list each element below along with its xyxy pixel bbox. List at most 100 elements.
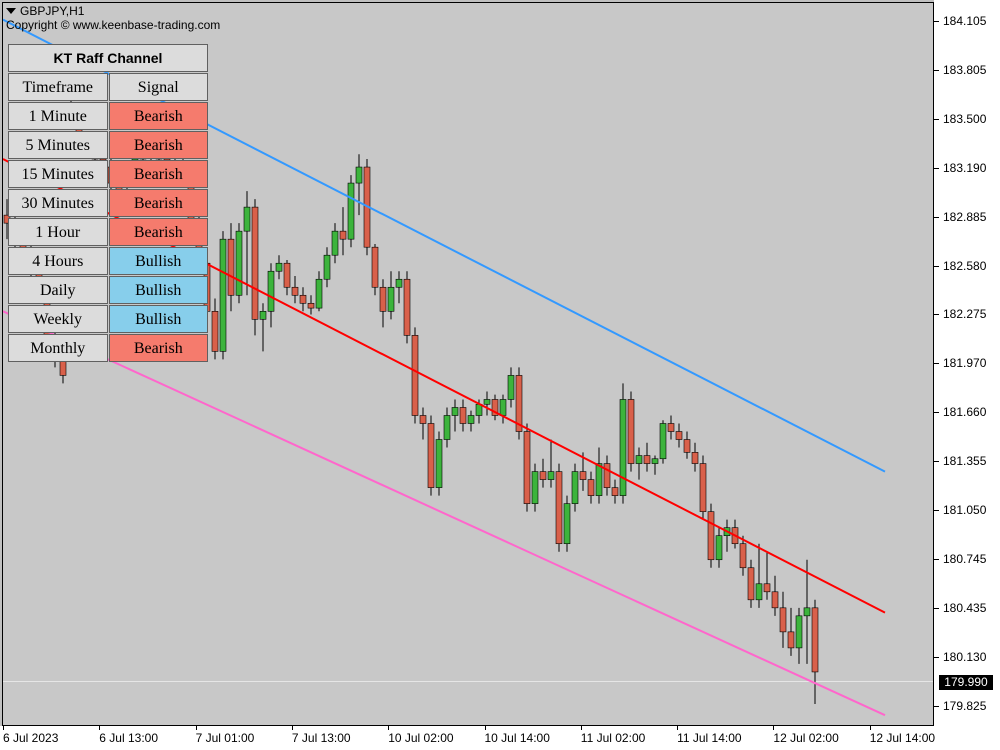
- kt-raff-channel-panel: KT Raff Channel Timeframe Signal 1 Minut…: [8, 44, 208, 363]
- bearish-candle: [747, 567, 755, 601]
- time-tick: [3, 726, 4, 730]
- bearish-candle: [627, 399, 635, 464]
- bullish-candle: [435, 439, 443, 488]
- bullish-candle: [531, 471, 539, 504]
- bearish-candle: [771, 591, 779, 609]
- price-tick: [934, 363, 939, 365]
- time-tick: [484, 726, 486, 730]
- bullish-candle: [795, 615, 803, 649]
- dropdown-triangle-icon[interactable]: [6, 8, 16, 14]
- timeframe-column-header: Timeframe: [8, 73, 108, 101]
- signal-cell: Bullish: [108, 247, 208, 275]
- bearish-candle: [539, 471, 547, 480]
- symbol-label: GBPJPY,H1: [20, 4, 85, 18]
- price-label: 181.355: [943, 454, 987, 469]
- price-tick: [934, 21, 939, 22]
- chart-header: GBPJPY,H1 Copyright © www.keenbase-tradi…: [6, 4, 220, 32]
- bearish-candle: [491, 399, 499, 416]
- bullish-candle: [467, 415, 475, 424]
- bearish-candle: [379, 286, 387, 312]
- bearish-candle: [459, 407, 467, 424]
- bullish-candle: [659, 423, 667, 460]
- time-tick: [677, 726, 679, 730]
- price-tick: [934, 167, 939, 169]
- bearish-candle: [699, 463, 707, 512]
- bullish-candle: [451, 407, 459, 416]
- price-tick: [934, 656, 939, 658]
- panel-row: Monthly Bearish: [8, 334, 208, 362]
- bearish-candle: [707, 511, 715, 561]
- bullish-candle: [267, 270, 275, 312]
- price-tick: [934, 216, 939, 218]
- time-label: 12 Jul 02:00: [773, 731, 839, 745]
- bearish-candle: [611, 487, 619, 496]
- bullish-candle: [355, 166, 363, 184]
- panel-row: 30 Minutes Bearish: [8, 189, 208, 217]
- bearish-candle: [555, 471, 563, 545]
- time-label: 10 Jul 02:00: [388, 731, 454, 745]
- price-tick: [934, 607, 939, 609]
- bullish-candle: [651, 458, 659, 464]
- bearish-candle: [675, 431, 683, 440]
- bearish-candle: [603, 463, 611, 488]
- price-label: 181.660: [943, 405, 987, 420]
- bullish-candle: [219, 238, 227, 352]
- bullish-candle: [315, 278, 323, 309]
- time-axis[interactable]: 6 Jul 2023 6 Jul 13:00 7 Jul 01:00 7 Jul 13…: [0, 726, 1000, 750]
- bearish-candle: [291, 286, 299, 296]
- time-label: 6 Jul 2023: [3, 731, 59, 745]
- signal-cell: Bullish: [108, 276, 208, 304]
- bullish-candle: [323, 254, 331, 280]
- signal-cell: Bearish: [108, 131, 208, 159]
- price-tick: [934, 412, 939, 414]
- panel-row: 1 Hour Bearish: [8, 218, 208, 246]
- time-tick: [773, 726, 775, 730]
- symbol-selector[interactable]: GBPJPY,H1: [6, 4, 220, 18]
- bullish-candle: [243, 206, 251, 232]
- price-tick: [934, 705, 939, 707]
- bullish-candle: [507, 375, 515, 400]
- signal-cell: Bearish: [108, 102, 208, 130]
- panel-row: 4 Hours Bullish: [8, 247, 208, 275]
- bullish-candle: [483, 399, 491, 405]
- signal-cell: Bullish: [108, 305, 208, 333]
- panel-row: 5 Minutes Bearish: [8, 131, 208, 159]
- price-tick: [934, 69, 939, 71]
- bearish-candle: [515, 375, 523, 432]
- timeframe-cell: 4 Hours: [8, 247, 108, 275]
- price-label: 179.825: [943, 698, 987, 713]
- time-tick: [388, 726, 390, 730]
- price-axis[interactable]: 184.105 183.805 183.500 183.190 182.885 182.5…: [934, 0, 1000, 728]
- price-tick: [934, 461, 939, 463]
- price-label: 182.885: [943, 209, 987, 224]
- price-label: 183.190: [943, 160, 987, 175]
- bearish-candle: [579, 471, 587, 480]
- bullish-candle: [395, 278, 403, 288]
- bullish-candle: [347, 182, 355, 240]
- bullish-candle: [571, 471, 579, 504]
- time-tick: [99, 726, 101, 730]
- bullish-candle: [547, 471, 555, 480]
- bullish-candle: [331, 230, 339, 256]
- bullish-candle: [259, 311, 267, 320]
- price-tick: [934, 314, 939, 316]
- bearish-candle: [683, 439, 691, 453]
- timeframe-cell: Weekly: [8, 305, 108, 333]
- bullish-candle: [755, 583, 763, 601]
- bearish-candle: [763, 583, 771, 593]
- bearish-candle: [211, 311, 219, 352]
- timeframe-cell: Daily: [8, 276, 108, 304]
- bullish-candle: [803, 607, 811, 617]
- panel-title: KT Raff Channel: [8, 44, 208, 72]
- time-label: 6 Jul 13:00: [99, 731, 159, 745]
- bearish-candle: [643, 455, 651, 464]
- timeframe-cell: 30 Minutes: [8, 189, 108, 217]
- time-label: 7 Jul 13:00: [291, 731, 351, 745]
- signal-column-header: Signal: [108, 73, 208, 101]
- timeframe-cell: 15 Minutes: [8, 160, 108, 188]
- time-label: 11 Jul 02:00: [580, 731, 646, 745]
- bearish-candle: [779, 607, 787, 633]
- panel-rows: 1 Minute Bearish 5 Minutes Bearish 15 Minute…: [8, 102, 208, 362]
- price-label: 181.050: [943, 503, 987, 517]
- bearish-candle: [427, 423, 435, 488]
